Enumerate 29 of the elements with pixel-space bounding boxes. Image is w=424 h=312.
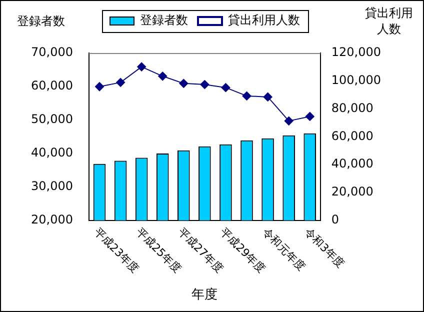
y2-tick-label: 120,000: [331, 45, 381, 60]
point: [221, 83, 230, 92]
y-tick-label: 50,000: [30, 112, 73, 126]
y-axis-title: 登録者数: [16, 13, 66, 29]
point: [242, 91, 252, 100]
y2-tick-label: 80,000: [331, 100, 374, 115]
y2-tick-label: 20,000: [331, 184, 374, 199]
y2-tick-label: 100,000: [331, 73, 381, 88]
legend-label: 登録者数: [140, 13, 188, 28]
point: [263, 92, 272, 102]
y-tick-label: 30,000: [30, 179, 73, 194]
y2-tick-label: 0: [331, 212, 340, 227]
point: [284, 116, 294, 126]
point: [200, 80, 210, 90]
y2-axis-title: 貸出利用人数: [364, 5, 414, 37]
point: [179, 78, 188, 88]
y2-tick-label: 60,000: [331, 128, 374, 143]
point: [137, 62, 146, 72]
y-tick-label: 60,000: [30, 78, 73, 93]
x-axis-title: 年度: [192, 286, 218, 303]
point: [95, 82, 104, 92]
y-tick-label: 40,000: [30, 146, 73, 160]
point: [116, 78, 126, 87]
legend-label: 貸出利用人数: [228, 13, 300, 28]
y2-tick-label: 40,000: [331, 156, 374, 171]
point: [158, 72, 168, 81]
y-tick-label: 20,000: [30, 212, 73, 227]
y-tick-label: 70,000: [30, 45, 73, 60]
point: [305, 112, 314, 121]
